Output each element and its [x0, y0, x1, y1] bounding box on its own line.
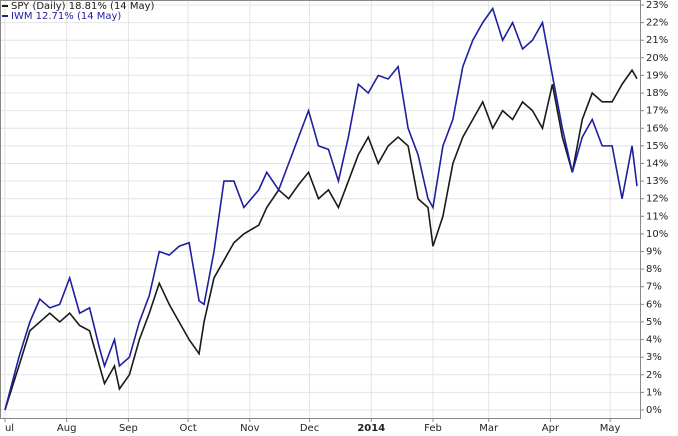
legend-label: IWM 12.71% (14 May) [11, 11, 121, 22]
y-tick-label: 7% [646, 282, 662, 293]
series-line [4, 6, 638, 411]
y-tick-label: 4% [646, 335, 662, 346]
x-tick-label: ul [5, 423, 14, 434]
y-tick-label: 13% [646, 176, 668, 187]
y-tick-label: 19% [646, 70, 668, 81]
y-tick-label: 6% [646, 299, 662, 310]
y-tick-label: 21% [646, 35, 668, 46]
y-tick-label: 23% [646, 0, 668, 11]
plot-frame [0, 0, 641, 419]
x-tick-label: Aug [57, 423, 77, 434]
y-tick-label: 2% [646, 370, 662, 381]
x-tick-label: Mar [479, 423, 499, 434]
y-tick-label: 22% [646, 18, 668, 29]
y-tick-label: 15% [646, 141, 668, 152]
x-tick-label: Sep [119, 423, 138, 434]
y-tick-label: 20% [646, 53, 668, 64]
y-tick-label: 3% [646, 352, 662, 363]
x-tick-label: Nov [240, 423, 260, 434]
x-tick-label: Apr [542, 423, 560, 434]
x-tick-label: May [600, 423, 621, 434]
y-tick-label: 0% [646, 405, 662, 416]
series-line [4, 68, 638, 411]
x-tick-label: Dec [300, 423, 319, 434]
y-tick-label: 12% [646, 194, 668, 205]
y-tick-label: 17% [646, 106, 668, 117]
y-tick-label: 16% [646, 123, 668, 134]
y-tick-label: 14% [646, 158, 668, 169]
y-tick-label: 10% [646, 229, 668, 240]
y-tick-label: 8% [646, 264, 662, 275]
y-tick-label: 5% [646, 317, 662, 328]
legend-label: SPY (Daily) 18.81% (14 May) [11, 1, 155, 12]
y-tick-label: 11% [646, 211, 668, 222]
x-tick-label: 2014 [357, 423, 385, 434]
x-tick-label: Feb [424, 423, 442, 434]
y-tick-label: 1% [646, 387, 662, 398]
y-tick-label: 18% [646, 88, 668, 99]
y-tick-label: 9% [646, 247, 662, 258]
x-tick-label: Oct [179, 423, 196, 434]
